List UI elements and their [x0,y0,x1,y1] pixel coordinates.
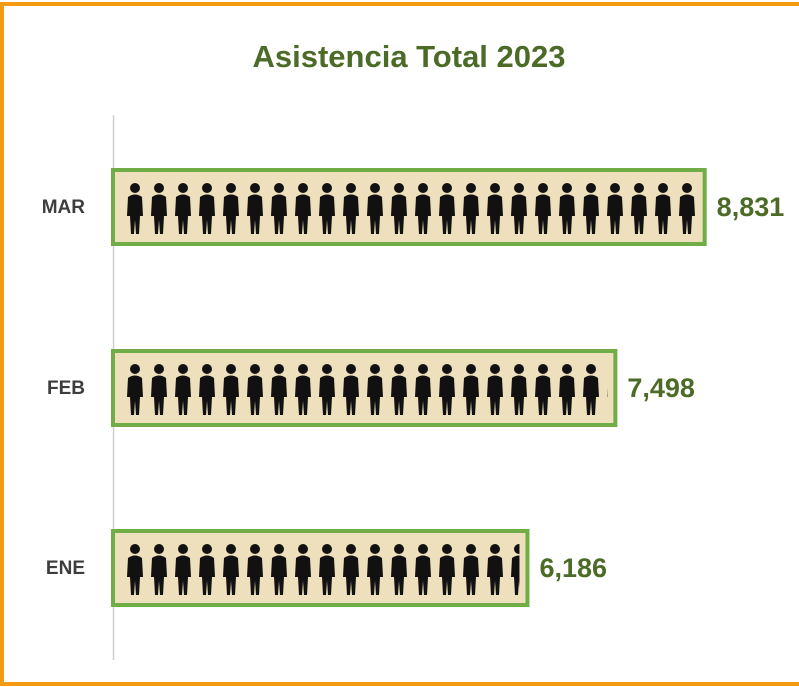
chart-title: Asistencia Total 2023 [252,39,565,74]
category-label: MAR [42,197,86,218]
data-label: 7,498 [627,373,695,403]
pictograph [121,174,697,240]
data-label: 8,831 [717,192,785,222]
pictograph [121,535,519,601]
data-label: 6,186 [539,553,607,583]
pictograph [121,355,607,421]
category-label: FEB [47,378,85,399]
chart: Asistencia Total 2023 ENE 6,186 FEB 7,498 MA… [0,0,799,687]
category-label: ENE [46,558,85,579]
